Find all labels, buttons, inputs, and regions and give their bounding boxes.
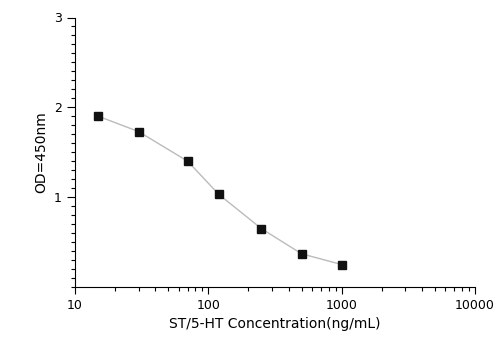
X-axis label: ST/5-HT Concentration(ng/mL): ST/5-HT Concentration(ng/mL) [169,317,381,331]
Y-axis label: OD=450nm: OD=450nm [34,111,48,193]
